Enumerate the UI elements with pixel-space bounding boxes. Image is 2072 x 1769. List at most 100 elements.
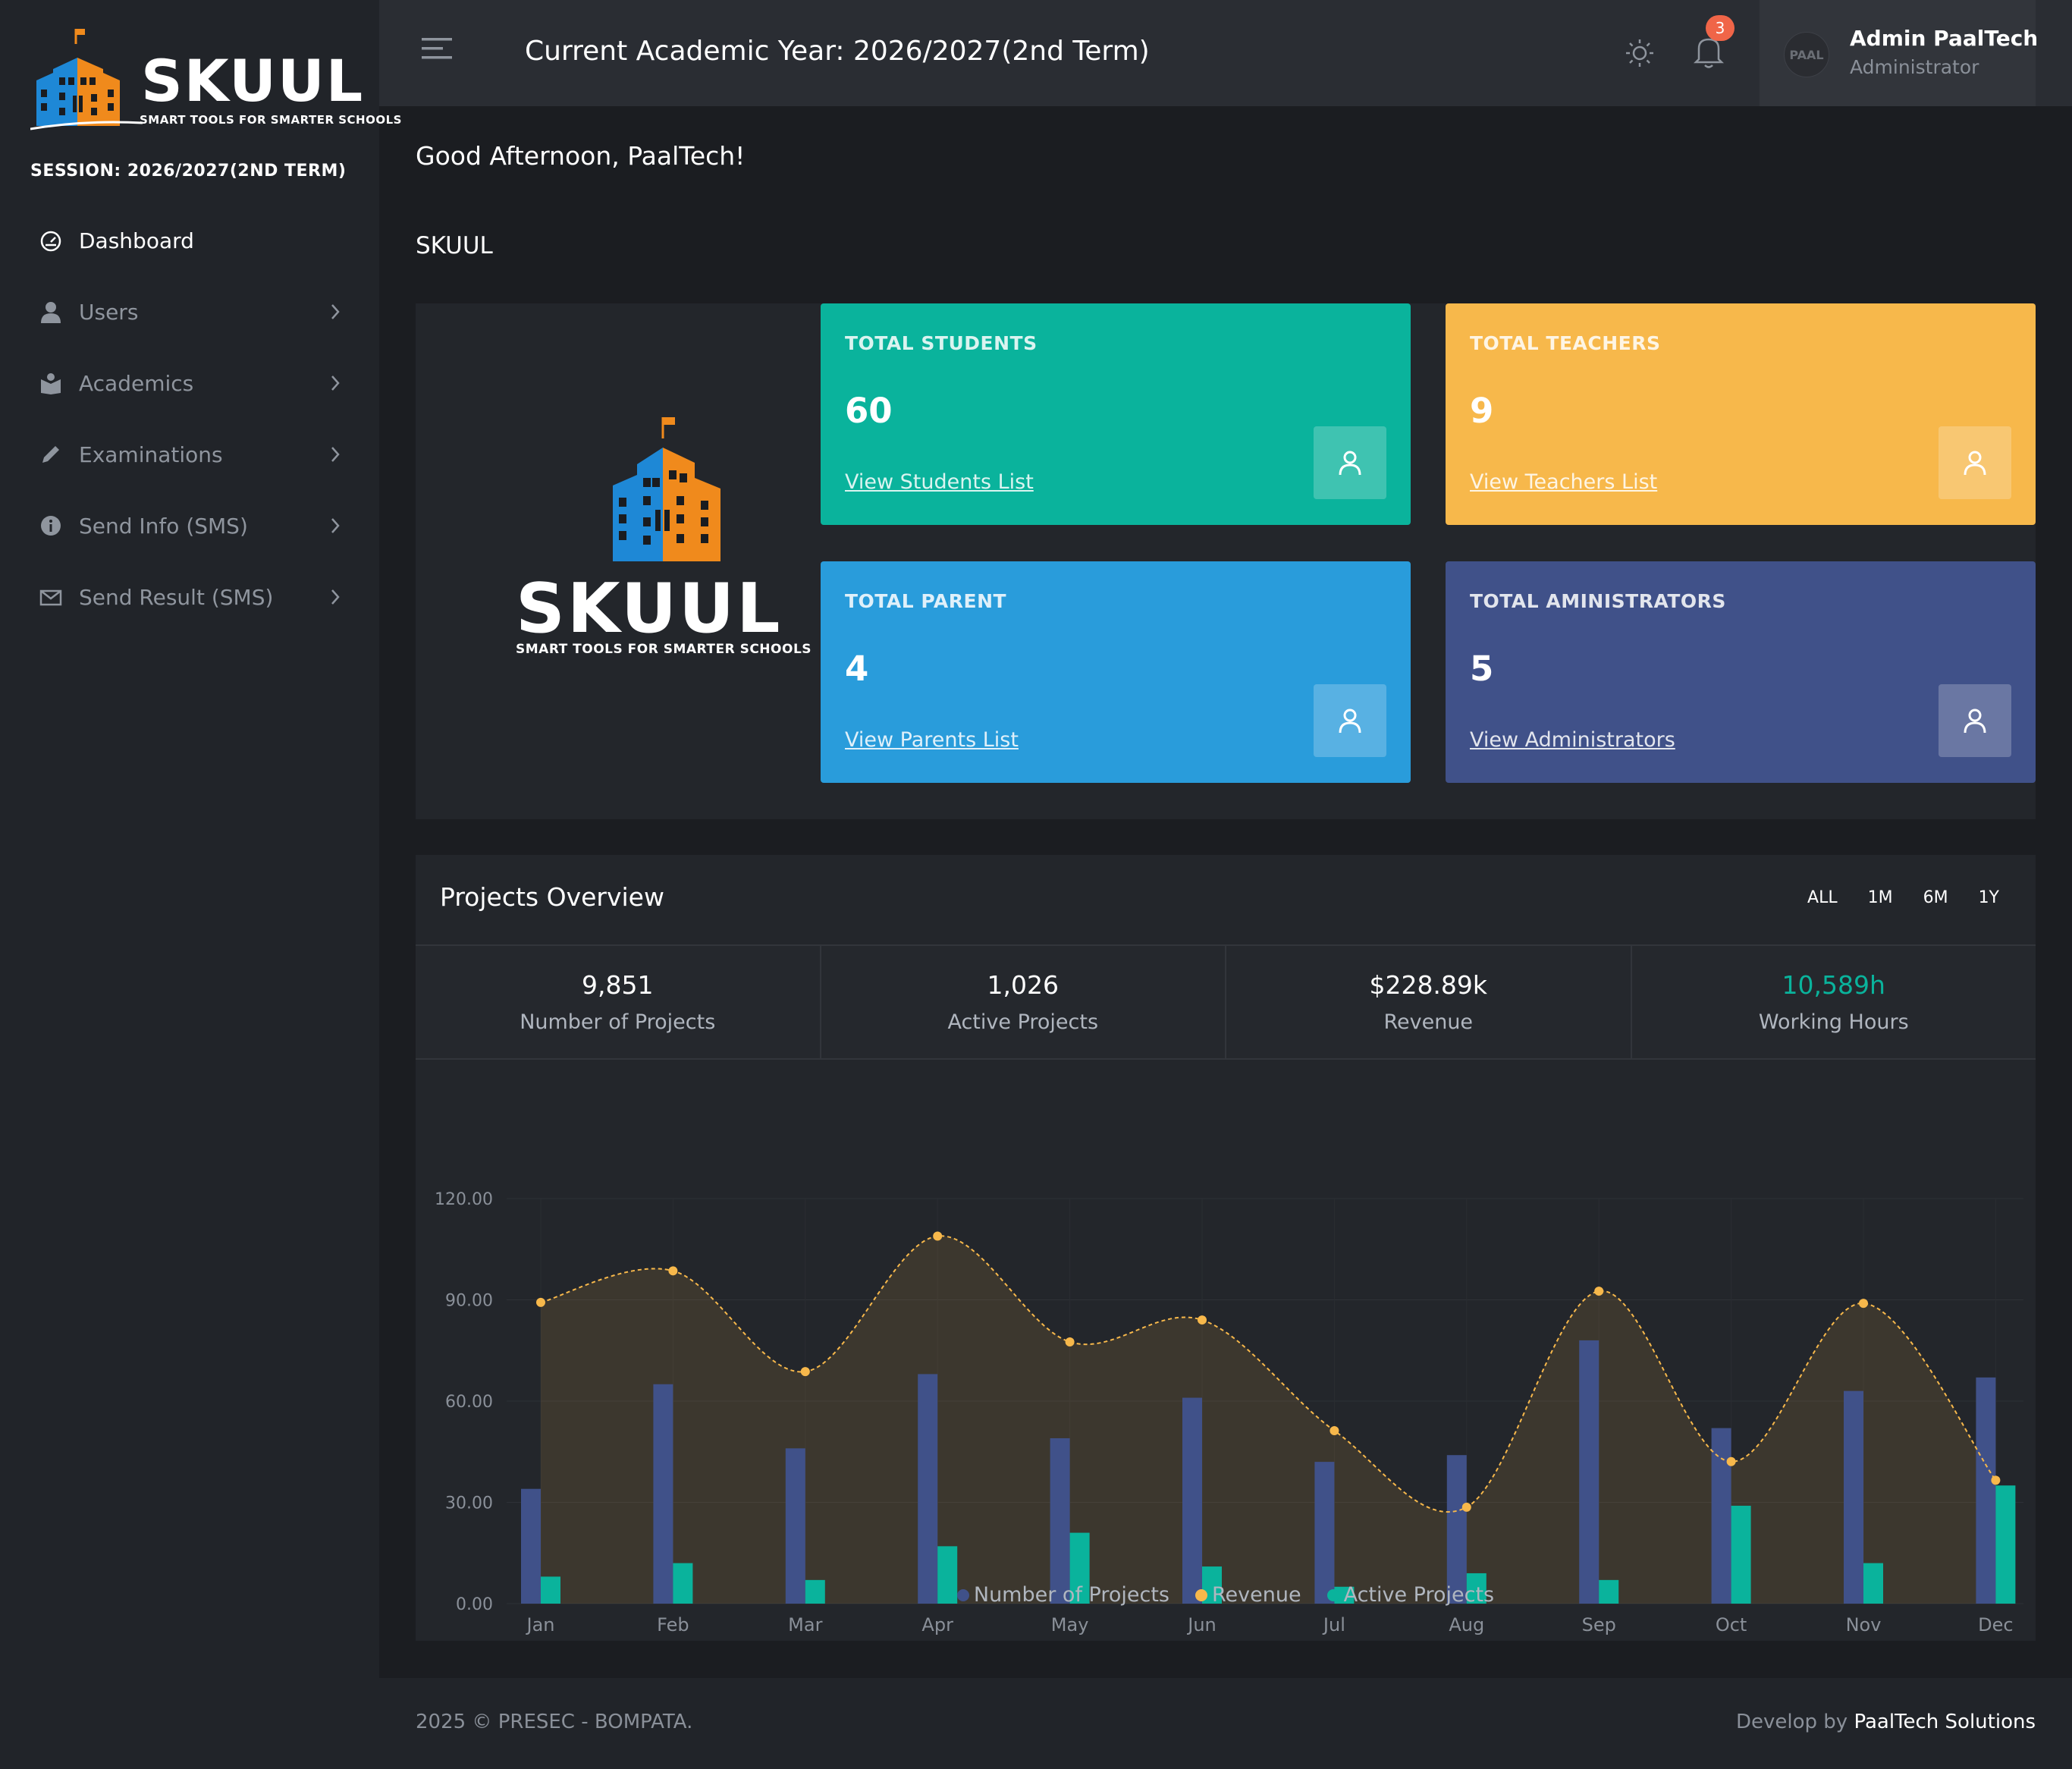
filter-1y-button[interactable]: 1Y <box>1978 888 1999 907</box>
y-tick-label: 30.00 <box>445 1494 493 1513</box>
revenue-point <box>536 1297 545 1307</box>
active-projects-bar <box>937 1546 958 1604</box>
brand-tagline: SMART TOOLS FOR SMARTER SCHOOLS <box>140 113 402 127</box>
x-tick-label: Jan <box>526 1614 555 1635</box>
projects-bar <box>1711 1428 1731 1604</box>
notification-badge: 3 <box>1706 15 1735 41</box>
legend-label: Number of Projects <box>973 1583 1169 1607</box>
user-profile-dropdown[interactable]: PAAL Admin PaalTech Administrator <box>1760 0 2039 106</box>
sidebar-item-academics[interactable]: Academics <box>0 347 379 419</box>
kpi-active-projects: 1,026 Active Projects <box>821 946 1226 1058</box>
kpi-label: Active Projects <box>947 1010 1099 1034</box>
chevron-right-icon <box>331 518 340 533</box>
projects-bar <box>1314 1462 1335 1604</box>
stat-value: 60 <box>845 391 893 431</box>
kpi-label: Number of Projects <box>520 1010 716 1034</box>
active-projects-bar <box>1995 1485 2016 1604</box>
stat-title: TOTAL TEACHERS <box>1470 332 1661 354</box>
sidebar-item-examinations[interactable]: Examinations <box>0 419 379 490</box>
sidebar-item-label: Users <box>79 299 139 325</box>
brand-name: SKUUL <box>141 47 365 115</box>
sidebar-item-label: Examinations <box>79 441 223 467</box>
school-logo-name: SKUUL <box>516 569 783 649</box>
view-students-link[interactable]: View Students List <box>845 470 1034 494</box>
chart-legend: Number of Projects Revenue Active Projects <box>416 1583 2036 1607</box>
x-tick-label: Aug <box>1449 1614 1484 1635</box>
view-parents-link[interactable]: View Parents List <box>845 728 1019 752</box>
footer-copyright: 2025 © PRESEC - BOMPATA. <box>416 1711 693 1733</box>
session-label: SESSION: 2026/2027(2ND TERM) <box>30 162 347 181</box>
user-role: Administrator <box>1850 56 1979 78</box>
total-teachers-card: TOTAL TEACHERS 9 View Teachers List <box>1446 303 2036 525</box>
filter-6m-button[interactable]: 6M <box>1923 888 1948 907</box>
sidebar-item-users[interactable]: Users <box>0 276 379 347</box>
x-tick-label: Jun <box>1186 1614 1217 1635</box>
sidebar-item-dashboard[interactable]: Dashboard <box>0 205 379 276</box>
kpi-label: Working Hours <box>1758 1010 1909 1034</box>
chevron-right-icon <box>331 304 340 319</box>
view-teachers-link[interactable]: View Teachers List <box>1470 470 1658 494</box>
revenue-point <box>933 1231 943 1241</box>
revenue-point <box>1065 1337 1075 1346</box>
x-tick-label: Dec <box>1978 1614 2013 1635</box>
total-students-card: TOTAL STUDENTS 60 View Students List <box>821 303 1411 525</box>
active-projects-bar <box>541 1576 560 1604</box>
projects-bar <box>521 1488 541 1604</box>
top-header: Current Academic Year: 2026/2027(2nd Ter… <box>379 0 2072 106</box>
projects-bar <box>1844 1390 1863 1604</box>
y-tick-label: 120.00 <box>435 1190 493 1209</box>
sidebar-item-send-info[interactable]: Send Info (SMS) <box>0 490 379 561</box>
x-tick-label: Nov <box>1846 1614 1882 1635</box>
revenue-point <box>1859 1299 1868 1309</box>
sidebar-item-label: Academics <box>79 370 194 396</box>
page-greeting: Good Afternoon, PaalTech! <box>416 141 746 171</box>
user-outline-icon <box>1939 426 2011 499</box>
user-outline-icon <box>1314 426 1386 499</box>
x-tick-label: Jul <box>1322 1614 1345 1635</box>
projects-bar <box>1976 1377 1996 1604</box>
footer-developer-link[interactable]: PaalTech Solutions <box>1854 1711 2036 1733</box>
sidebar-item-send-result[interactable]: Send Result (SMS) <box>0 561 379 633</box>
kpi-number-of-projects: 9,851 Number of Projects <box>416 946 821 1058</box>
footer-credit: Develop by PaalTech Solutions <box>1736 1711 2036 1733</box>
revenue-point <box>1991 1475 2001 1485</box>
kpi-row: 9,851 Number of Projects 1,026 Active Pr… <box>416 946 2036 1060</box>
x-tick-label: Oct <box>1716 1614 1747 1635</box>
page-title: SKUUL <box>416 232 493 259</box>
kpi-value: $228.89k <box>1369 970 1488 1000</box>
brand-logo[interactable]: SKUUL SMART TOOLS FOR SMARTER SCHOOLS <box>30 27 401 134</box>
divider <box>416 944 2036 946</box>
stat-value: 4 <box>845 649 869 689</box>
chevron-right-icon <box>331 447 340 462</box>
theme-toggle-icon[interactable] <box>1623 36 1656 70</box>
user-outline-icon <box>1314 684 1386 757</box>
view-administrators-link[interactable]: View Administrators <box>1470 728 1675 752</box>
notification-bell-icon[interactable] <box>1693 33 1725 70</box>
x-tick-label: May <box>1051 1614 1089 1635</box>
legend-marker <box>956 1588 969 1601</box>
active-projects-bar <box>673 1563 693 1604</box>
book-icon <box>38 370 64 396</box>
filter-all-button[interactable]: ALL <box>1807 888 1838 907</box>
y-tick-label: 0.00 <box>456 1595 493 1614</box>
active-projects-bar <box>805 1579 825 1604</box>
user-name: Admin PaalTech <box>1850 26 2039 51</box>
chevron-right-icon <box>331 589 340 605</box>
footer-credit-prefix: Develop by <box>1735 1711 1854 1733</box>
projects-bar <box>653 1384 673 1604</box>
legend-item[interactable]: Revenue <box>1195 1583 1301 1607</box>
legend-marker <box>1195 1588 1207 1601</box>
revenue-point <box>1198 1315 1207 1325</box>
legend-item[interactable]: Active Projects <box>1326 1583 1494 1607</box>
revenue-point <box>1330 1425 1339 1435</box>
mail-icon <box>38 584 64 610</box>
sidebar: SKUUL SMART TOOLS FOR SMARTER SCHOOLS SE… <box>0 0 401 1769</box>
projects-bar <box>1579 1340 1600 1604</box>
filter-1m-button[interactable]: 1M <box>1867 888 1893 907</box>
total-administrators-card: TOTAL AMINISTRATORS 5 View Administrator… <box>1446 561 2036 783</box>
x-tick-label: Apr <box>921 1614 953 1635</box>
legend-item[interactable]: Number of Projects <box>956 1583 1169 1607</box>
hamburger-menu-icon[interactable] <box>422 36 455 61</box>
kpi-value: 10,589h <box>1782 970 1885 1000</box>
projects-bar <box>1182 1397 1202 1604</box>
